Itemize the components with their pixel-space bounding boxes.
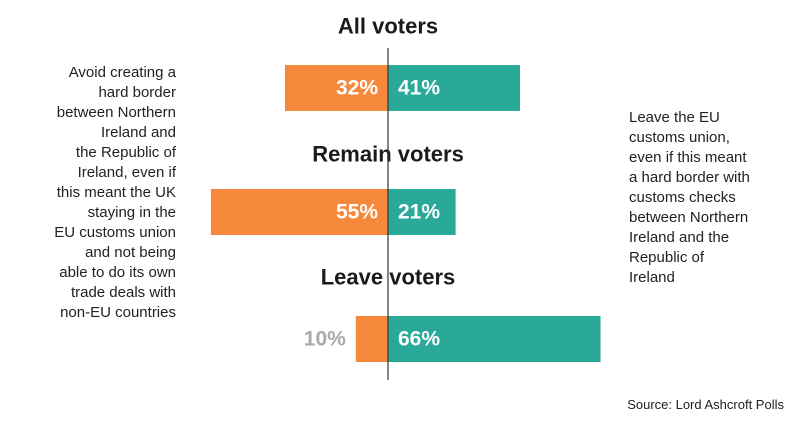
- bar-right-remain-voters: [388, 189, 456, 235]
- left-option-caption: Avoid creating a hard border between Nor…: [54, 64, 176, 321]
- bar-left-remain-voters: [210, 189, 388, 235]
- label-right-all-voters: 41%: [398, 77, 440, 100]
- label-left-all-voters: 32%: [336, 77, 378, 100]
- bar-left-all-voters: [284, 65, 388, 111]
- label-right-remain-voters: 21%: [398, 201, 440, 224]
- group-title-all-voters: All voters: [338, 14, 438, 39]
- right-option-caption: Leave the EU customs union, even if this…: [629, 109, 750, 286]
- source-note: Source: Lord Ashcroft Polls: [627, 397, 784, 412]
- bar-right-all-voters: [388, 65, 521, 111]
- bar-left-leave-voters: [355, 316, 388, 362]
- label-right-leave-voters: 66%: [398, 328, 440, 351]
- label-left-remain-voters: 55%: [336, 201, 378, 224]
- label-left-leave-voters: 10%: [304, 328, 346, 351]
- bar-right-leave-voters: [388, 316, 601, 362]
